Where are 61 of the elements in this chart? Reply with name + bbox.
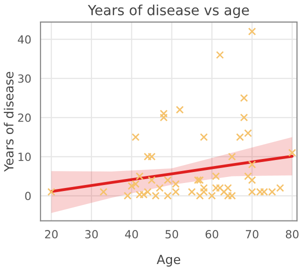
point [196,192,204,200]
point [212,184,220,192]
point [240,114,248,122]
x-axis-title: Age [156,254,180,267]
x-tick-label: 70 [246,230,258,238]
point [47,188,56,196]
point [172,180,180,188]
point [132,133,140,142]
point [172,188,180,196]
y-tick-label: 30 [18,74,31,83]
point [148,152,156,161]
chart-title: Years of disease vs age [88,4,249,18]
point [200,188,208,196]
point [200,133,208,142]
point [140,190,148,199]
point [196,176,204,184]
y-tick-label: 10 [18,152,31,162]
point [248,160,256,168]
x-tick-label: 20 [45,230,58,238]
x-tick-label: 30 [85,230,98,238]
point [152,192,160,200]
point [208,192,216,200]
point [212,172,220,180]
point [248,176,256,184]
point [188,188,196,196]
point [100,188,108,196]
point [194,176,202,184]
x-tick-label: 80 [286,230,299,238]
y-axis-title: Years of disease [4,72,14,172]
point [228,192,236,200]
point [244,172,252,180]
point [240,94,248,102]
point [224,192,232,200]
point [228,152,236,161]
point [148,176,156,184]
point [136,172,144,180]
point [160,110,168,118]
y-tick-label: 40 [18,35,31,44]
point [164,176,172,184]
point [216,50,224,59]
y-tick-label: 0 [25,192,31,200]
point [288,148,296,157]
point [128,182,136,190]
point [160,114,168,122]
point [276,184,284,192]
line-series [50,154,294,193]
point [244,129,252,138]
x-tick-label: 50 [166,230,178,238]
point [236,133,244,142]
point [200,184,208,192]
point [176,106,184,114]
point [156,184,164,192]
point [220,188,228,196]
point [164,192,172,200]
point [144,152,152,161]
x-tick-label: 60 [206,230,218,238]
x-tick-label: 40 [125,230,138,238]
y-tick-label: 20 [18,114,31,122]
point [248,28,256,36]
point [124,192,132,200]
point [132,180,140,188]
